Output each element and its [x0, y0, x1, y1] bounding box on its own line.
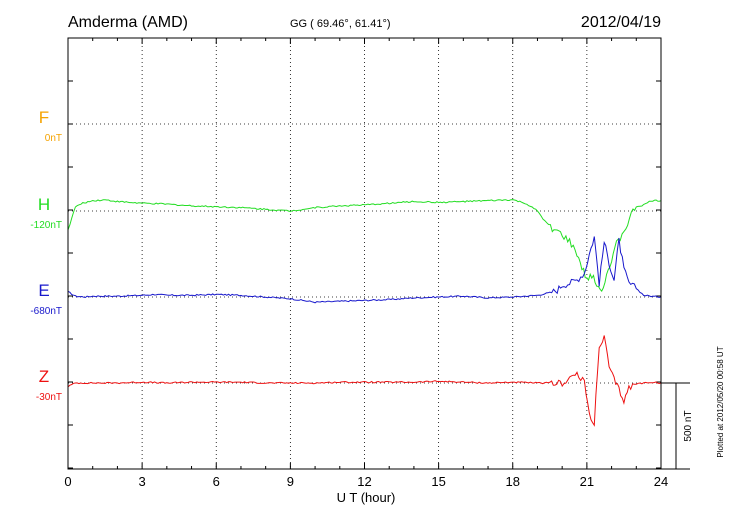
baseline-label-e: -680nT — [30, 306, 62, 317]
x-tick-label: 21 — [580, 474, 594, 489]
station-coordinates: GG ( 69.46°, 61.41°) — [290, 18, 391, 30]
chart-date: 2012/04/19 — [581, 14, 661, 31]
label-e: E — [38, 281, 49, 300]
trace-e — [67, 236, 662, 304]
station-title: Amderma (AMD) — [68, 14, 188, 31]
plot-frame — [67, 37, 662, 470]
x-tick-label: 18 — [506, 474, 520, 489]
x-tick-label: 9 — [287, 474, 294, 489]
trace-z — [67, 335, 662, 427]
x-tick-label: 24 — [654, 474, 668, 489]
trace-lines — [67, 199, 662, 427]
plotted-at-note: Plotted at 2012/05/20 00:58 UT — [716, 346, 725, 457]
baseline-label-z: -30nT — [36, 392, 62, 403]
x-axis: 0 3 6 9 12 15 18 21 24 — [64, 38, 668, 489]
x-tick-label: 0 — [64, 474, 71, 489]
scale-bar: 500 nT — [661, 382, 694, 470]
x-tick-label: 3 — [139, 474, 146, 489]
scale-bar-label: 500 nT — [683, 410, 694, 441]
label-f: F — [39, 108, 49, 127]
trace-labels: F 0nT H -120nT E -680nT Z -30nT — [30, 108, 62, 403]
x-tick-label: 6 — [213, 474, 220, 489]
label-z: Z — [39, 367, 49, 386]
baseline-label-f: 0nT — [45, 133, 62, 144]
baseline-label-h: -120nT — [30, 220, 62, 231]
grid-lines — [68, 38, 661, 469]
x-tick-label: 15 — [431, 474, 445, 489]
trace-h — [67, 199, 662, 292]
label-h: H — [38, 195, 50, 214]
x-axis-label: U T (hour) — [337, 490, 396, 505]
x-tick-label: 12 — [357, 474, 371, 489]
